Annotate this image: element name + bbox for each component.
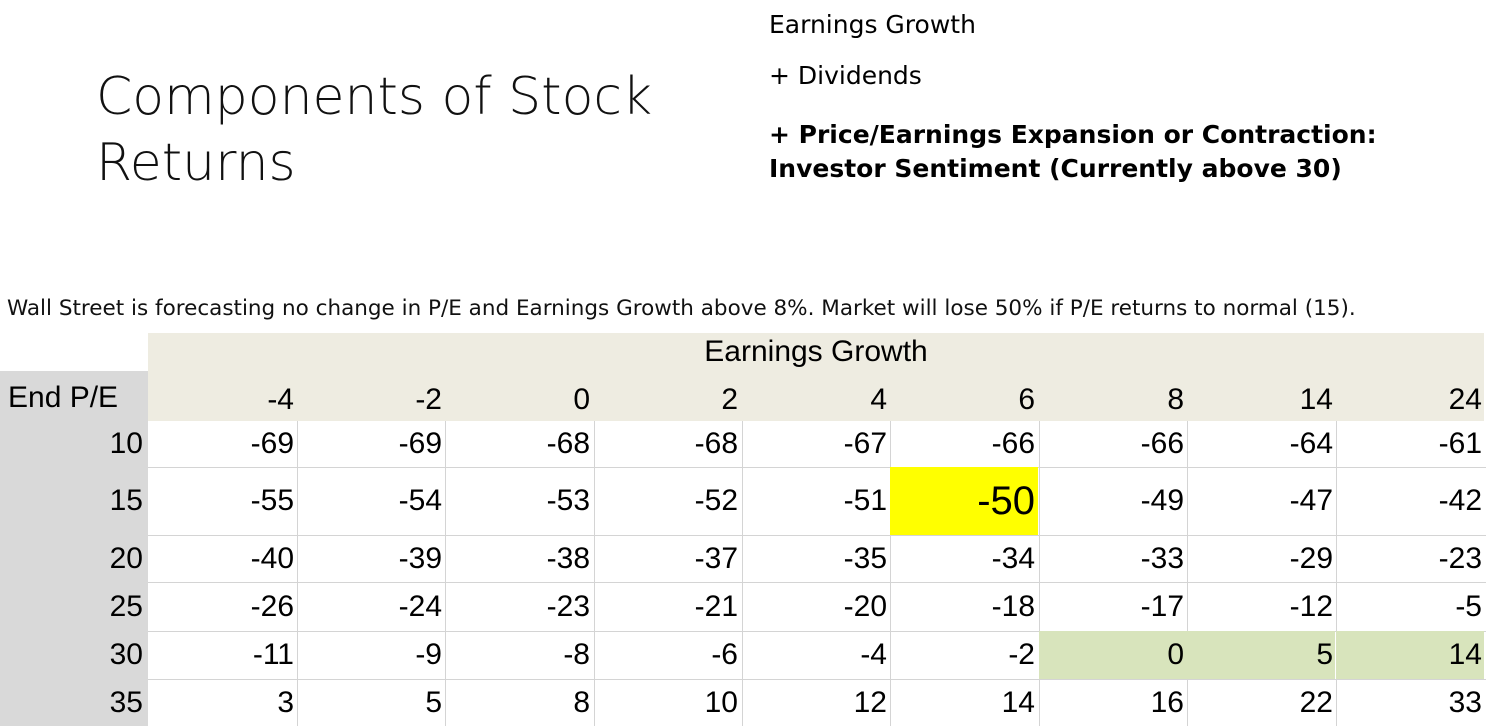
table-cell: 33 bbox=[1448, 686, 1482, 719]
column-header: 2 bbox=[721, 383, 738, 416]
row-header-pe: 30 bbox=[109, 638, 143, 671]
gridline-vertical bbox=[1336, 421, 1337, 726]
table-cell: -21 bbox=[694, 590, 738, 623]
column-header: 6 bbox=[1018, 383, 1035, 416]
table-cell: -51 bbox=[843, 484, 887, 517]
gridline-horizontal bbox=[148, 535, 1486, 536]
gridline-vertical bbox=[297, 421, 298, 726]
gridline-horizontal bbox=[148, 582, 1486, 583]
table-cell: -33 bbox=[1140, 542, 1184, 575]
table-cell: -37 bbox=[694, 542, 738, 575]
table-cell: -39 bbox=[398, 542, 442, 575]
table-cell: -35 bbox=[843, 542, 887, 575]
table-cell: -4 bbox=[860, 638, 887, 671]
table-cell: -66 bbox=[1140, 427, 1184, 460]
column-header: 0 bbox=[573, 383, 590, 416]
gridline-horizontal bbox=[148, 631, 1486, 632]
table-cell: -53 bbox=[546, 484, 590, 517]
gridline-vertical bbox=[445, 421, 446, 726]
table-cell: 10 bbox=[704, 686, 738, 719]
bullet-investor-sentiment: Investor Sentiment (Currently above 30) bbox=[769, 154, 1342, 183]
table-cell: -47 bbox=[1289, 484, 1333, 517]
table-cell: 3 bbox=[277, 686, 294, 719]
highlight-cell-forecast: 5 bbox=[1187, 631, 1335, 679]
column-header: -4 bbox=[267, 383, 294, 416]
row-header-pe: 10 bbox=[109, 427, 143, 460]
header-background bbox=[148, 333, 1484, 421]
table-cell: -5 bbox=[1455, 590, 1482, 623]
table-cell: -26 bbox=[250, 590, 294, 623]
earnings-growth-header: Earnings Growth bbox=[704, 335, 928, 368]
table-cell: -18 bbox=[991, 590, 1035, 623]
table-cell: 22 bbox=[1299, 686, 1333, 719]
table-cell: -52 bbox=[694, 484, 738, 517]
end-pe-header: End P/E bbox=[8, 381, 119, 414]
column-header: 24 bbox=[1448, 383, 1482, 416]
table-cell: -11 bbox=[252, 638, 294, 671]
forecast-note: Wall Street is forecasting no change in … bbox=[7, 296, 1356, 321]
table-cell: -24 bbox=[398, 590, 442, 623]
gridline-horizontal bbox=[148, 679, 1486, 680]
slide-title: Components of Stock Returns bbox=[96, 67, 653, 193]
row-header-pe: 20 bbox=[109, 542, 143, 575]
gridline-vertical bbox=[742, 421, 743, 726]
table-cell: 14 bbox=[1001, 686, 1035, 719]
table-cell: -23 bbox=[546, 590, 590, 623]
table-cell: -40 bbox=[250, 542, 294, 575]
row-header-pe: 35 bbox=[109, 686, 143, 719]
table-cell: -8 bbox=[563, 638, 590, 671]
gridline-vertical bbox=[1187, 421, 1188, 726]
row-header-pe: 25 bbox=[109, 590, 143, 623]
table-cell: -20 bbox=[843, 590, 887, 623]
bullet-pe-expansion: + Price/Earnings Expansion or Contractio… bbox=[769, 120, 1377, 149]
table-cell: -6 bbox=[711, 638, 738, 671]
table-cell: -68 bbox=[546, 427, 590, 460]
gridline-horizontal bbox=[148, 467, 1486, 468]
column-header: 8 bbox=[1167, 383, 1184, 416]
table-cell: -54 bbox=[398, 484, 442, 517]
table-cell: -68 bbox=[694, 427, 738, 460]
table-cell: -69 bbox=[250, 427, 294, 460]
table-cell: 16 bbox=[1150, 686, 1184, 719]
table-cell: 8 bbox=[573, 686, 590, 719]
table-cell: -55 bbox=[250, 484, 294, 517]
bullet-dividends: + Dividends bbox=[769, 61, 922, 90]
returns-table: Earnings Growth End P/E -4 -2 0 2 4 6 8 14 24 10-… bbox=[0, 333, 1490, 726]
row-header-background bbox=[0, 371, 148, 726]
gridline-vertical bbox=[890, 421, 891, 726]
column-header: -2 bbox=[415, 383, 442, 416]
highlight-cell-normal-pe: -50 bbox=[890, 467, 1038, 535]
table-cell: -34 bbox=[991, 542, 1035, 575]
table-cell: -38 bbox=[546, 542, 590, 575]
table-cell: -9 bbox=[415, 638, 442, 671]
gridline-vertical bbox=[1039, 421, 1040, 726]
column-header: 4 bbox=[870, 383, 887, 416]
table-cell: -23 bbox=[1438, 542, 1482, 575]
table-cell: 12 bbox=[853, 686, 887, 719]
bullet-earnings-growth: Earnings Growth bbox=[769, 10, 976, 39]
table-cell: -66 bbox=[991, 427, 1035, 460]
table-cell: -61 bbox=[1438, 427, 1482, 460]
row-header-pe: 15 bbox=[109, 484, 143, 517]
table-cell: -42 bbox=[1438, 484, 1482, 517]
highlight-cell-forecast: 14 bbox=[1336, 631, 1484, 679]
table-cell: 5 bbox=[425, 686, 442, 719]
table-cell: -67 bbox=[843, 427, 887, 460]
highlight-cell-forecast: 0 bbox=[1039, 631, 1187, 679]
table-cell: -64 bbox=[1289, 427, 1333, 460]
table-cell: -49 bbox=[1140, 484, 1184, 517]
table-cell: -29 bbox=[1289, 542, 1333, 575]
gridline-vertical bbox=[594, 421, 595, 726]
column-header: 14 bbox=[1299, 383, 1333, 416]
table-cell: -2 bbox=[1008, 638, 1035, 671]
table-cell: -69 bbox=[398, 427, 442, 460]
table-cell: -12 bbox=[1289, 590, 1333, 623]
table-cell: -17 bbox=[1140, 590, 1184, 623]
